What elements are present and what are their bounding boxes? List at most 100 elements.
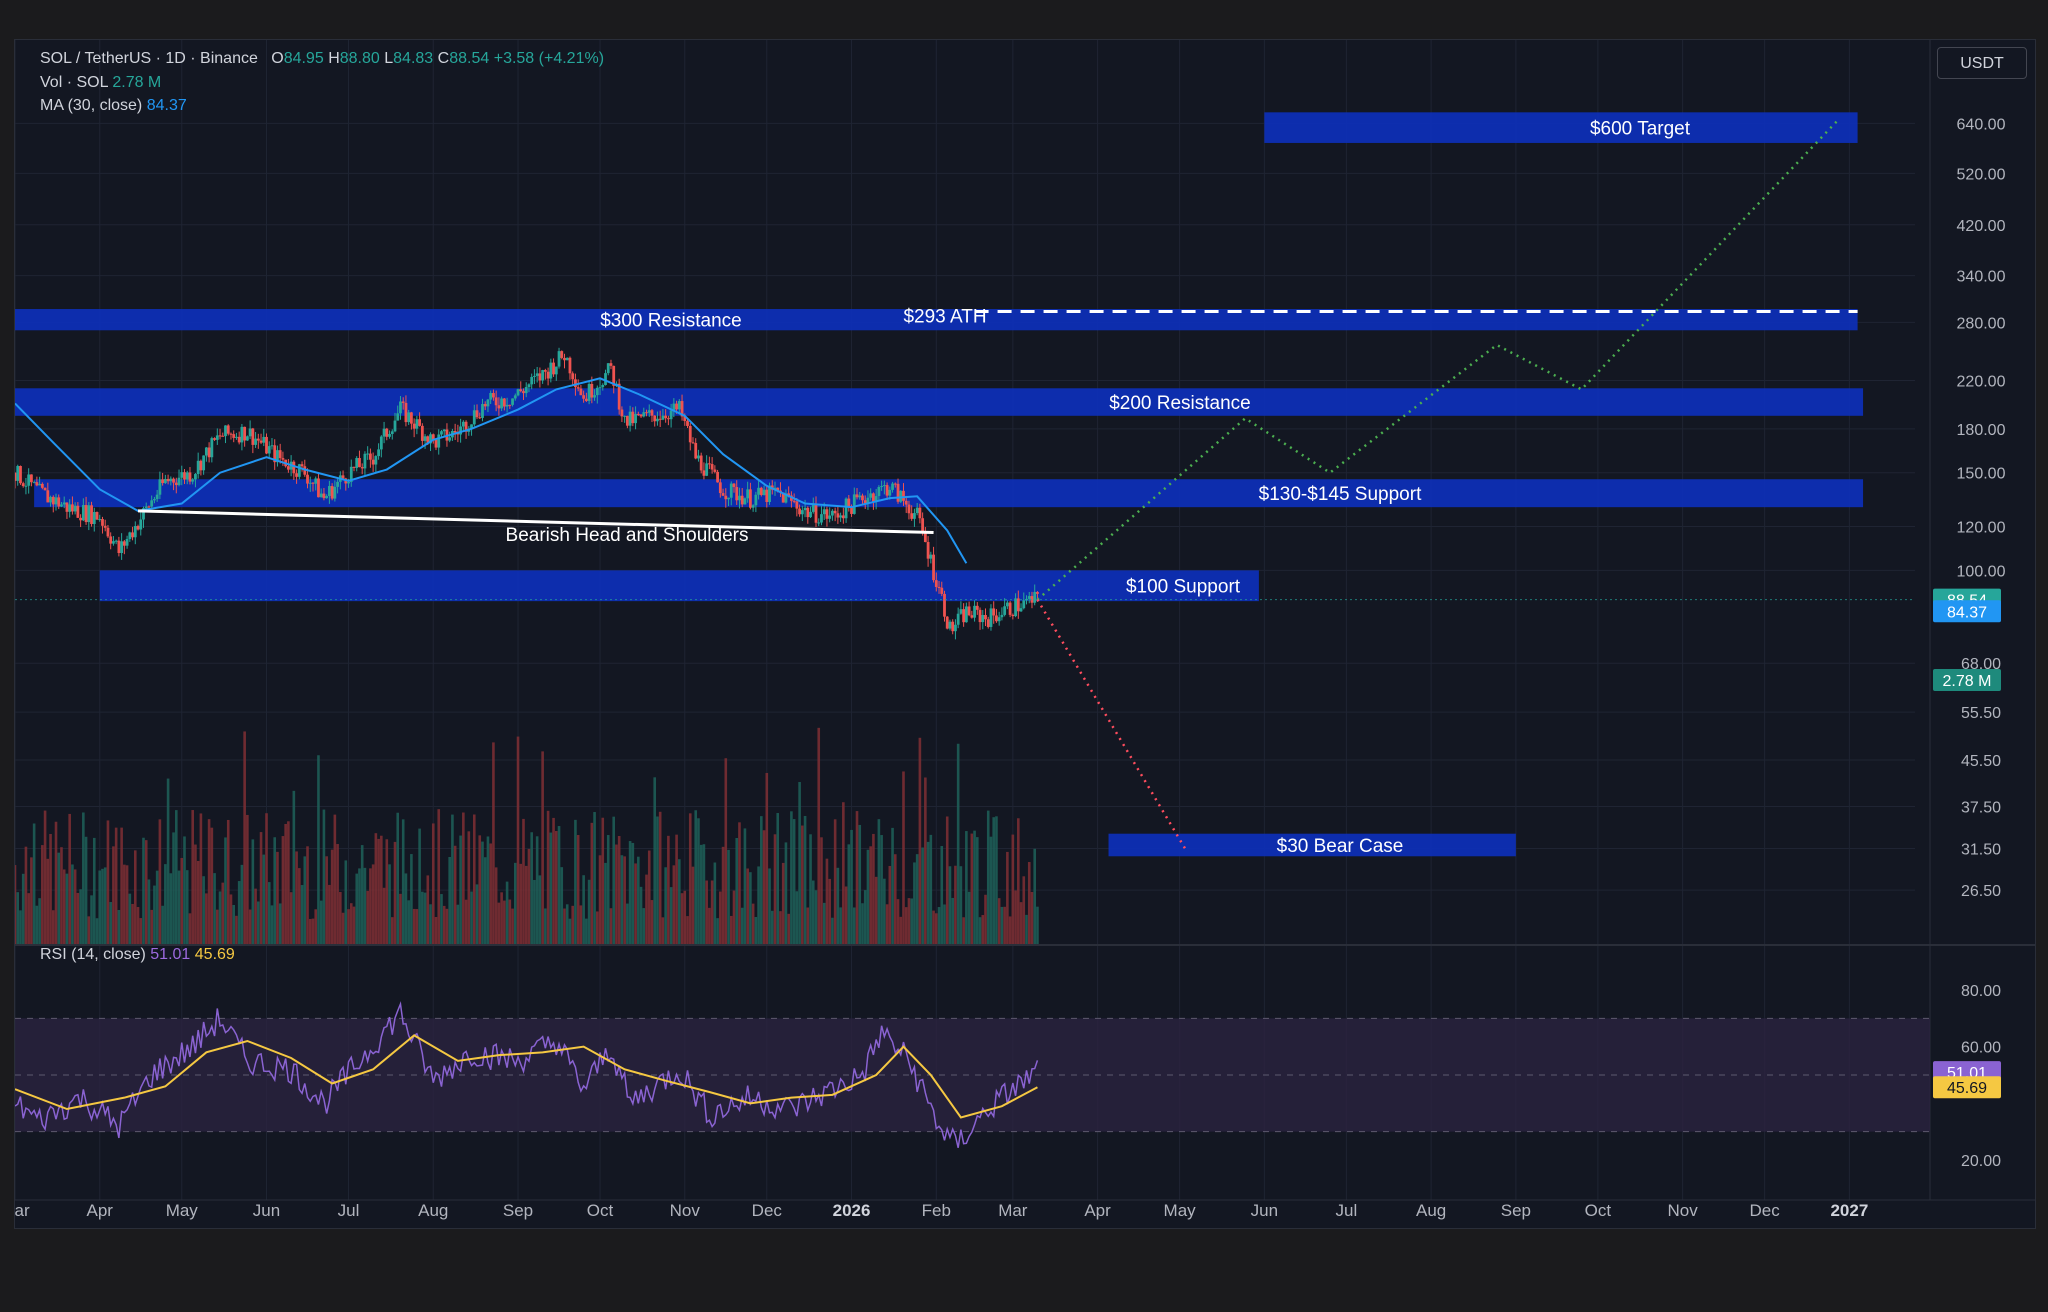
low-value: 84.83 (393, 50, 434, 67)
volume-bar (216, 909, 219, 944)
volume-bar (691, 866, 695, 944)
candle-body (642, 412, 646, 417)
volume-legend[interactable]: Vol · SOL 2.78 M (40, 74, 161, 92)
volume-bar (333, 814, 337, 944)
candle-body (612, 365, 616, 386)
chart-frame[interactable]: Bearish Head and Shoulders $293 ATH $600 T… (14, 39, 2036, 1229)
volume-bar (440, 894, 443, 944)
volume-bar (289, 892, 293, 944)
volume-bar (579, 905, 583, 944)
ma-legend[interactable]: MA (30, close) 84.37 (40, 97, 187, 115)
candle-body (852, 494, 856, 514)
candle-body (300, 464, 304, 467)
volume-bar (139, 918, 143, 944)
volume-bar (582, 875, 585, 944)
zone-band (15, 388, 1864, 416)
rsi-value: 51.01 (150, 946, 191, 963)
volume-bar (1022, 876, 1026, 944)
volume-bar (615, 844, 618, 944)
candle-body (926, 542, 930, 559)
volume-bar (336, 844, 339, 944)
volume-bar (708, 907, 711, 944)
high-label: H (328, 50, 340, 67)
candle-body (333, 486, 337, 499)
volume-bar (585, 918, 588, 944)
volume-bar (842, 802, 845, 944)
volume-bar (601, 817, 605, 944)
volume-bar (541, 751, 544, 944)
volume-bar (35, 905, 39, 944)
volume-bar (511, 908, 514, 944)
candle-body (697, 455, 700, 459)
time-tick-label: Dec (1750, 1201, 1781, 1220)
candle-body (664, 415, 668, 419)
volume-bar (768, 868, 771, 944)
candle-body (798, 508, 802, 515)
volume-bar (240, 864, 244, 944)
volume-bar (989, 836, 993, 944)
volume-bar (164, 864, 167, 944)
volume-bar (926, 841, 930, 944)
volume-bar (494, 867, 498, 944)
candle-body (311, 482, 315, 484)
volume-bar (254, 888, 257, 944)
volume-bar (295, 851, 298, 944)
candle-body (707, 463, 711, 465)
volume-bar (166, 778, 170, 944)
candle-body (379, 436, 383, 450)
time-tick-label: Mar (998, 1201, 1028, 1220)
volume-bar (598, 855, 602, 944)
candle-body (210, 438, 214, 458)
candle-body (1014, 598, 1017, 617)
volume-bar (311, 918, 315, 944)
volume-bar (568, 918, 572, 944)
volume-bar (183, 836, 186, 944)
currency-button[interactable]: USDT (1937, 47, 2027, 79)
volume-bar (177, 870, 181, 944)
candle-body (306, 474, 309, 484)
candle-body (934, 580, 938, 587)
time-tick-label: Oct (587, 1201, 614, 1220)
candle-body (691, 442, 695, 444)
volume-bar (267, 882, 271, 944)
volume-bar (801, 825, 804, 944)
chart-canvas[interactable]: Bearish Head and Shoulders $293 ATH $600 T… (15, 40, 2035, 1228)
volume-bar (382, 887, 386, 944)
candle-body (325, 496, 329, 499)
candle-body (98, 519, 102, 521)
volume-bar (924, 777, 927, 944)
volume-bar (557, 826, 561, 944)
candle-body (1027, 596, 1031, 599)
time-tick-label: Jul (1335, 1201, 1357, 1220)
volume-bar (959, 866, 963, 944)
volume-bar (883, 878, 886, 944)
volume-bar (626, 903, 629, 944)
volume-bar (921, 847, 924, 944)
volume-bar (1000, 906, 1004, 944)
volume-bar (451, 814, 454, 944)
rsi-legend[interactable]: RSI (14, close) 51.01 45.69 (40, 946, 235, 964)
candle-body (776, 487, 780, 491)
volume-bar (683, 890, 687, 944)
candle-body (393, 420, 397, 432)
candle-body (822, 509, 826, 515)
time-tick-label: Apr (87, 1201, 114, 1220)
volume-bar (322, 809, 326, 944)
candle-body (19, 466, 22, 484)
volume-bar (738, 822, 741, 944)
time-tick-label: May (1164, 1201, 1197, 1220)
candle-body (267, 446, 271, 454)
volume-bar (702, 844, 706, 944)
candle-body (125, 538, 129, 546)
volume-bar (565, 904, 569, 944)
candle-body (366, 453, 370, 455)
candle-body (319, 493, 323, 498)
volume-bar (976, 837, 979, 944)
volume-bar (688, 813, 692, 944)
symbol-label[interactable]: SOL / TetherUS · 1D · Binance (40, 50, 258, 67)
candle-body (855, 494, 859, 498)
volume-bar (292, 790, 296, 944)
volume-bar (612, 816, 616, 944)
volume-bar (188, 913, 192, 944)
price-tick-label: 26.50 (1961, 883, 2001, 900)
